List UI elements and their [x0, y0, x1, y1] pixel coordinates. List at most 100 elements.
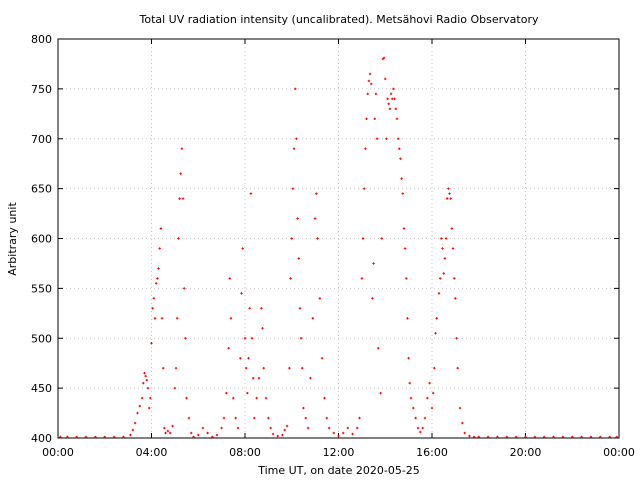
x-tick-label: 00:00: [603, 446, 635, 459]
data-point: [222, 416, 226, 420]
data-point: [178, 197, 181, 200]
data-point: [236, 426, 240, 430]
x-tick-label: 20:00: [510, 446, 542, 459]
data-point: [239, 357, 242, 360]
data-point: [276, 434, 279, 438]
data-point: [533, 435, 537, 439]
data-point: [122, 435, 125, 439]
data-point: [206, 431, 209, 435]
data-point: [234, 416, 237, 420]
data-point: [400, 177, 403, 180]
data-point: [248, 307, 251, 310]
data-point: [365, 117, 368, 120]
data-point: [433, 366, 436, 370]
y-tick-label: 800: [31, 33, 52, 46]
data-point: [435, 317, 438, 320]
data-point: [443, 257, 447, 260]
y-tick-label: 600: [31, 233, 52, 246]
data-point: [311, 317, 314, 320]
data-point: [431, 391, 435, 395]
data-point: [461, 421, 464, 425]
data-point: [294, 87, 297, 91]
data-point: [346, 426, 350, 430]
data-point: [472, 435, 476, 439]
data-point: [154, 282, 158, 285]
data-point: [370, 82, 373, 86]
data-point: [291, 187, 295, 190]
data-point: [103, 435, 106, 439]
x-tick-label: 00:00: [42, 446, 74, 459]
data-point: [403, 247, 407, 250]
data-point: [250, 337, 254, 340]
data-point: [112, 435, 116, 439]
data-point: [215, 433, 219, 437]
data-point: [392, 87, 395, 91]
data-point: [514, 435, 518, 439]
data-point: [253, 416, 256, 420]
data-point: [371, 297, 374, 300]
data-point: [423, 416, 427, 420]
data-point: [405, 277, 408, 280]
data-point: [192, 435, 195, 439]
data-point: [394, 107, 397, 111]
data-point: [325, 416, 329, 420]
data-point: [599, 435, 602, 439]
data-point: [450, 227, 454, 230]
data-point: [240, 292, 243, 295]
data-point: [220, 426, 223, 430]
data-point: [201, 426, 205, 430]
y-tick-label: 700: [31, 133, 52, 146]
data-point: [571, 435, 574, 439]
data-point: [296, 217, 299, 220]
data-point: [153, 317, 157, 320]
data-point: [388, 107, 392, 111]
data-point: [169, 431, 172, 435]
data-points: [59, 56, 618, 439]
data-point: [131, 428, 134, 432]
data-point: [159, 227, 163, 230]
data-point: [421, 426, 424, 430]
data-point: [318, 297, 321, 300]
data-point: [389, 92, 393, 96]
data-point: [580, 435, 583, 439]
data-point: [297, 257, 300, 260]
data-point: [419, 430, 422, 434]
data-point: [281, 433, 284, 437]
data-point: [290, 237, 293, 240]
data-point: [406, 317, 409, 320]
data-point: [232, 396, 235, 400]
data-point: [589, 435, 593, 439]
data-point: [179, 172, 182, 175]
data-point: [399, 157, 402, 160]
data-point: [458, 406, 462, 410]
data-point: [227, 347, 230, 350]
data-point: [313, 217, 317, 220]
data-point: [438, 277, 442, 280]
data-point: [543, 435, 546, 439]
x-tick-label: 12:00: [323, 446, 355, 459]
data-point: [416, 426, 420, 430]
x-tick-label: 16:00: [416, 446, 448, 459]
data-point: [385, 137, 388, 140]
data-point: [243, 337, 247, 340]
data-point: [298, 307, 302, 310]
data-point: [398, 147, 401, 150]
data-point: [505, 435, 508, 439]
data-point: [447, 187, 450, 190]
data-point: [143, 371, 146, 375]
data-point: [271, 432, 275, 436]
data-point: [441, 247, 444, 250]
data-point: [267, 416, 270, 420]
data-point: [358, 416, 361, 420]
data-point: [306, 426, 310, 430]
data-point: [615, 435, 618, 439]
data-point: [247, 357, 250, 360]
data-point: [183, 287, 186, 290]
data-point: [173, 386, 177, 390]
data-point: [301, 366, 304, 370]
data-point: [225, 391, 228, 395]
data-point: [142, 381, 145, 385]
data-point: [257, 376, 261, 380]
data-point: [94, 435, 97, 439]
data-point: [407, 357, 410, 360]
